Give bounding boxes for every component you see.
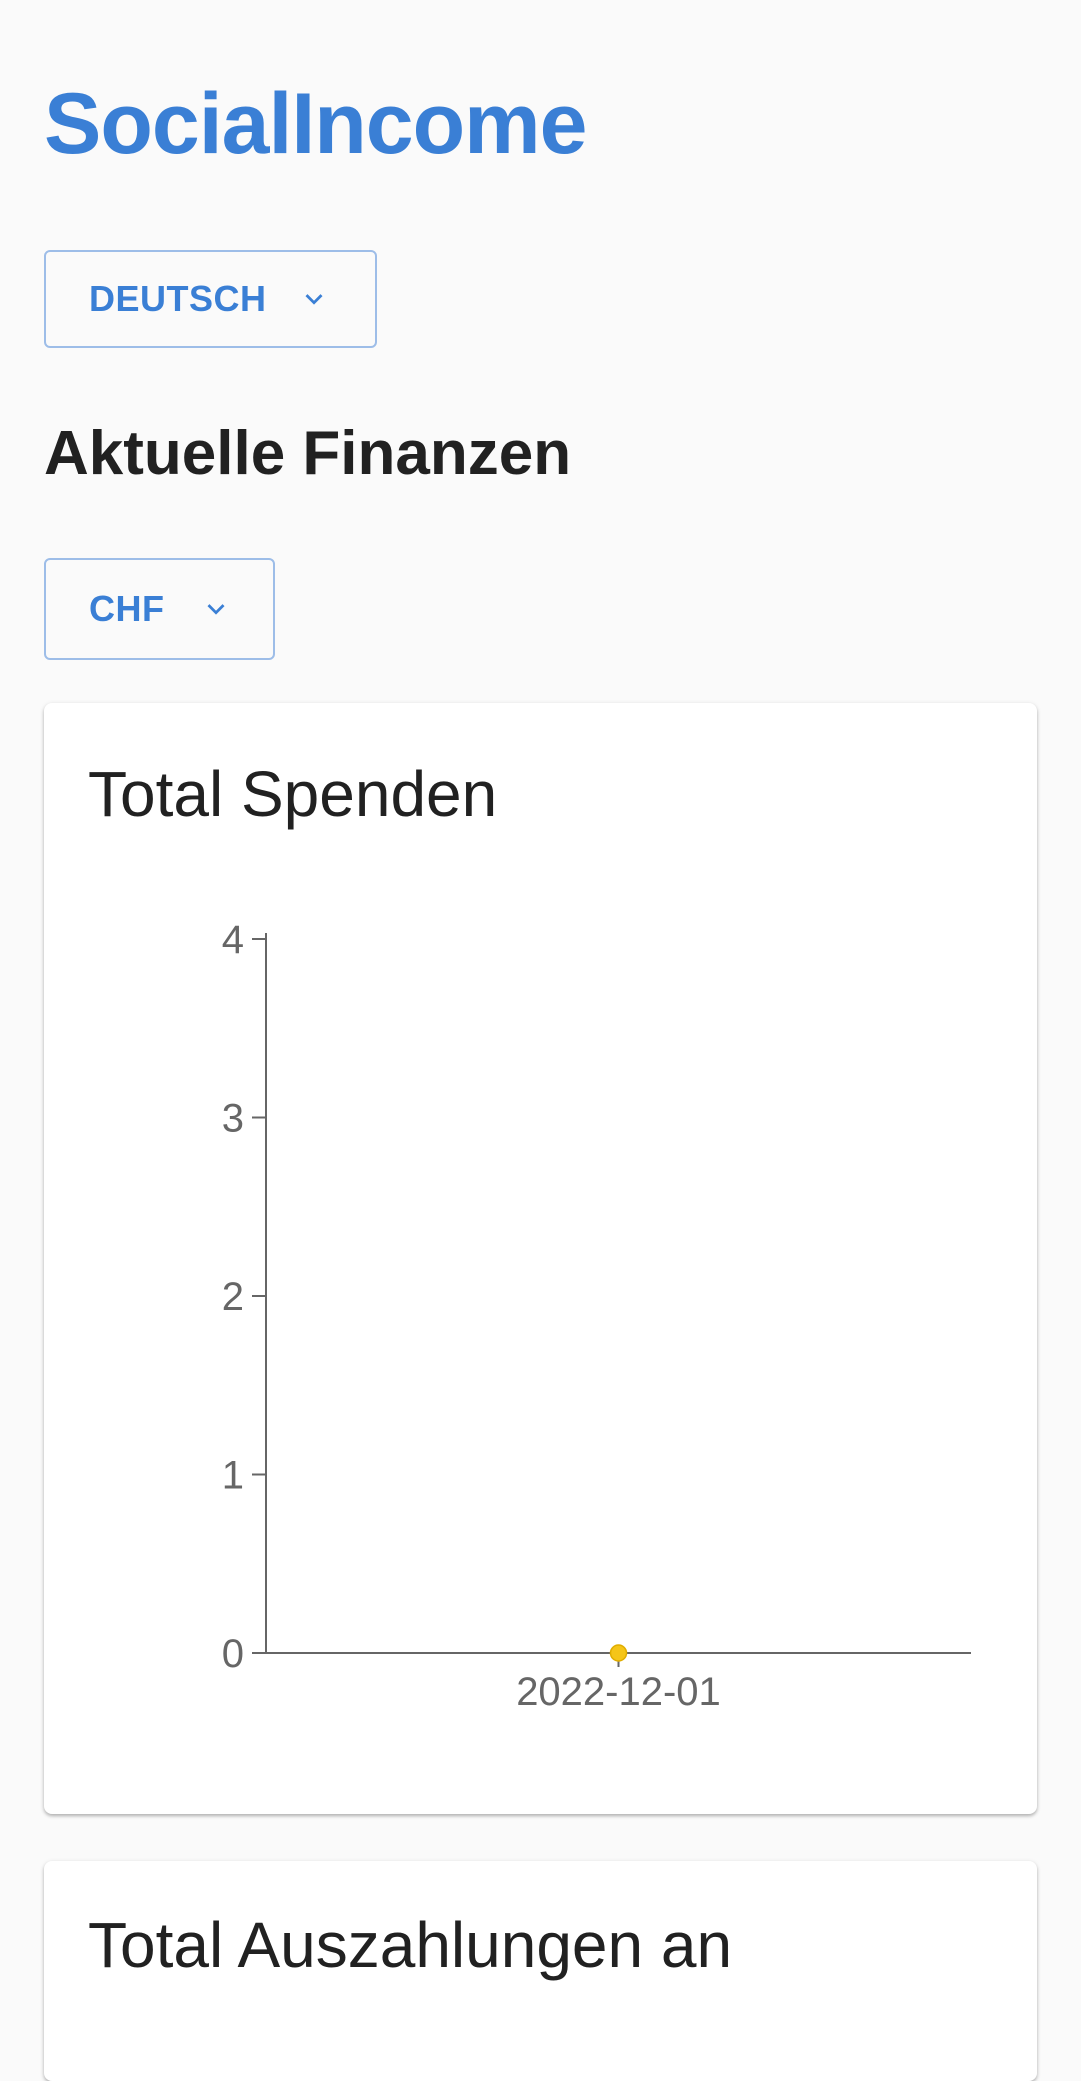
x-axis: 2022-12-01 — [266, 1652, 971, 1714]
currency-select[interactable]: CHF — [44, 558, 275, 660]
y-tick-label: 1 — [222, 1454, 244, 1498]
y-axis: 0 1 2 3 4 — [222, 918, 267, 1676]
app-title: SocialIncome — [44, 76, 587, 172]
payouts-card-title: Total Auszahlungen an — [88, 1909, 733, 1981]
y-tick-label: 4 — [222, 918, 244, 962]
chevron-down-icon — [297, 282, 331, 316]
y-tick-label: 2 — [222, 1275, 244, 1319]
language-select[interactable]: DEUTSCH — [44, 250, 377, 348]
donations-chart: 0 1 2 3 4 2022-12-01 — [222, 918, 971, 1714]
language-select-value: DEUTSCH — [89, 278, 267, 319]
y-tick-label: 3 — [222, 1097, 244, 1141]
finance-heading: Aktuelle Finanzen — [44, 419, 572, 488]
x-tick-label: 2022-12-01 — [516, 1670, 721, 1714]
data-points — [609, 1644, 628, 1662]
y-tick-label: 0 — [222, 1632, 244, 1676]
data-point[interactable] — [609, 1644, 628, 1662]
chevron-down-icon — [199, 592, 233, 626]
currency-select-value: CHF — [89, 588, 165, 629]
donations-card-title: Total Spenden — [88, 758, 498, 830]
donations-card: Total Spenden 0 1 2 3 4 2022-12-01 — [44, 703, 1037, 1814]
payouts-card: Total Auszahlungen an — [44, 1861, 1037, 2081]
